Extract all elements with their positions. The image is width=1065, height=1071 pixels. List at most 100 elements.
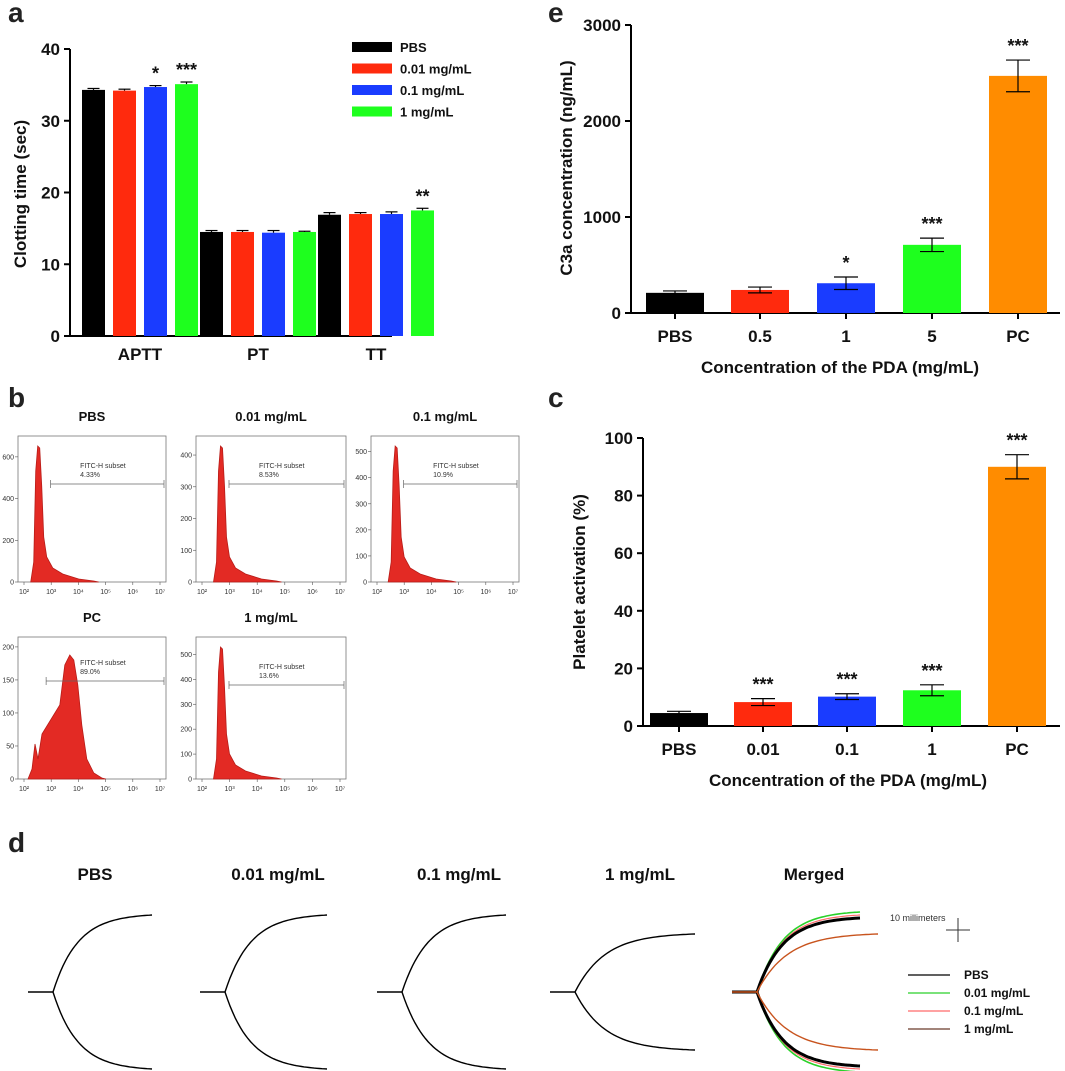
bar-PC <box>989 75 1047 313</box>
teg-curve-1 <box>550 933 696 1051</box>
significance-marker: *** <box>921 214 942 234</box>
teg-title: 0.1 mg/mL <box>417 865 501 884</box>
bar-TT-0 <box>318 214 341 336</box>
y-tick-label-a: 30 <box>41 112 60 131</box>
histogram-title: 0.1 mg/mL <box>413 409 477 424</box>
panel-letter-c: c <box>548 382 564 413</box>
hist-x-tick-label: 10² <box>372 589 383 596</box>
hist-x-tick-label: 10⁴ <box>73 589 84 596</box>
histogram-2: 0.1 mg/mL 0 100 200 300 400 500 10² 10³ 10⁴ 10⁵ 10⁶… <box>355 409 520 596</box>
hist-y-tick-label: 400 <box>180 677 192 684</box>
hist-x-tick-label: 10² <box>19 589 30 596</box>
y-tick-label: 20 <box>614 659 633 678</box>
panel-letter-a: a <box>8 0 24 28</box>
hist-y-tick-label: 0 <box>363 580 367 587</box>
y-tick-label: 3000 <box>583 16 621 35</box>
gate-label: FITC-H subset <box>259 664 305 671</box>
hist-y-tick-label: 200 <box>355 527 367 534</box>
x-axis-title-e: Concentration of the PDA (mg/mL) <box>701 358 979 377</box>
x-category-label: 0.5 <box>748 327 772 346</box>
gate-percent: 89.0% <box>80 669 100 676</box>
hist-y-tick-label: 300 <box>355 501 367 508</box>
significance-marker-a: *** <box>176 60 197 80</box>
y-tick-label: 1000 <box>583 208 621 227</box>
hist-x-tick-label: 10² <box>19 786 30 793</box>
legend-label-a: PBS <box>400 40 427 55</box>
histogram-distribution <box>387 445 457 583</box>
hist-x-tick-label: 10⁵ <box>100 786 111 793</box>
histogram-title: 0.01 mg/mL <box>235 409 307 424</box>
hist-x-tick-label: 10⁴ <box>73 786 84 793</box>
significance-marker-a: * <box>152 64 159 84</box>
hist-x-tick-label: 10⁷ <box>335 589 346 596</box>
y-axis-title-a: Clotting time (sec) <box>11 120 30 268</box>
histogram-title: PBS <box>79 409 106 424</box>
hist-y-tick-label: 600 <box>2 454 14 461</box>
legend-a: PBS 0.01 mg/mL 0.1 mg/mL 1 mg/mL <box>352 40 472 120</box>
gate-label: FITC-H subset <box>80 660 126 667</box>
y-tick-label-a: 10 <box>41 255 60 274</box>
y-axis-title-c: Platelet activation (%) <box>570 494 589 670</box>
teg-title: 1 mg/mL <box>605 865 675 884</box>
bars-e: ******* <box>646 36 1047 313</box>
hist-y-tick-label: 200 <box>180 516 192 523</box>
teg-title: PBS <box>78 865 113 884</box>
hist-x-tick-label: 10³ <box>399 589 410 596</box>
histogram-0: PBS 0 200 400 600 10² 10³ 10⁴ 10⁵ 10⁶ 10⁷ FITC-H su… <box>2 409 167 596</box>
hist-x-tick-label: 10⁵ <box>100 589 111 596</box>
histogram-title: 1 mg/mL <box>244 610 298 625</box>
hist-y-tick-label: 0 <box>188 777 192 784</box>
hist-x-tick-label: 10³ <box>46 589 57 596</box>
hist-x-tick-label: 10⁶ <box>127 786 138 793</box>
x-category-label: 1 <box>841 327 850 346</box>
hist-x-tick-label: 10⁴ <box>252 786 263 793</box>
legend-swatch-a <box>352 85 392 95</box>
hist-y-tick-label: 400 <box>355 475 367 482</box>
histogram-4: 1 mg/mL 0 100 200 300 400 500 10² 10³ 10⁴ 10⁵ 10⁶ 10… <box>180 610 347 793</box>
x-category-label-a: PT <box>247 345 269 364</box>
y-tick-label: 0 <box>612 304 621 323</box>
y-tick-label: 40 <box>614 602 633 621</box>
bar-APTT-2 <box>144 87 167 336</box>
x-category-label-a: TT <box>366 345 387 364</box>
bar-PBS <box>650 713 708 726</box>
teg-curve-pbs <box>28 914 153 1070</box>
histogram-3: PC 0 50 100 150 200 10² 10³ 10⁴ 10⁵ 10⁶ 10⁷ FITC-H s… <box>2 610 167 793</box>
scale-label: 10 millimeters <box>890 913 946 923</box>
hist-y-tick-label: 400 <box>180 453 192 460</box>
bar-PT-0 <box>200 231 223 336</box>
bar-APTT-0 <box>82 89 105 337</box>
histogram-distribution <box>30 445 99 583</box>
flow-cytometry-histograms: PBS 0 200 400 600 10² 10³ 10⁴ 10⁵ 10⁶ 10⁷ FITC-H su… <box>2 409 520 793</box>
bar-APTT-3 <box>175 84 198 336</box>
c3a-concentration-chart: C3a concentration (ng/mL) Concentration … <box>557 16 1060 377</box>
hist-x-tick-label: 10⁴ <box>252 589 263 596</box>
gate-label: FITC-H subset <box>80 463 126 470</box>
bar-TT-3 <box>411 210 434 336</box>
teg-curve-001 <box>200 914 328 1070</box>
legend-swatch-a <box>352 106 392 117</box>
platelet-activation-chart: Platelet activation (%) Concentration of… <box>570 429 1060 790</box>
hist-x-tick-label: 10⁶ <box>307 786 318 793</box>
legend-swatch-a <box>352 63 392 74</box>
y-tick-label: 60 <box>614 544 633 563</box>
gate-label: FITC-H subset <box>433 463 479 470</box>
hist-x-tick-label: 10² <box>197 786 208 793</box>
x-category-label: PC <box>1006 327 1030 346</box>
bar-PT-1 <box>231 231 254 336</box>
x-category-label: PBS <box>662 740 697 759</box>
x-axis-title-c: Concentration of the PDA (mg/mL) <box>709 771 987 790</box>
hist-y-tick-label: 0 <box>10 777 14 784</box>
histogram-title: PC <box>83 610 102 625</box>
hist-y-tick-label: 100 <box>180 752 192 759</box>
x-category-label: 0.1 <box>835 740 859 759</box>
hist-x-tick-label: 10⁵ <box>279 786 290 793</box>
hist-y-tick-label: 100 <box>2 710 14 717</box>
hist-x-tick-label: 10⁵ <box>453 589 464 596</box>
gate-percent: 8.53% <box>259 472 279 479</box>
significance-marker: *** <box>836 670 857 690</box>
significance-marker-a: ** <box>415 186 429 206</box>
y-axis-title-e: C3a concentration (ng/mL) <box>557 60 576 275</box>
hist-x-tick-label: 10⁶ <box>307 589 318 596</box>
teg-title: 0.01 mg/mL <box>231 865 325 884</box>
